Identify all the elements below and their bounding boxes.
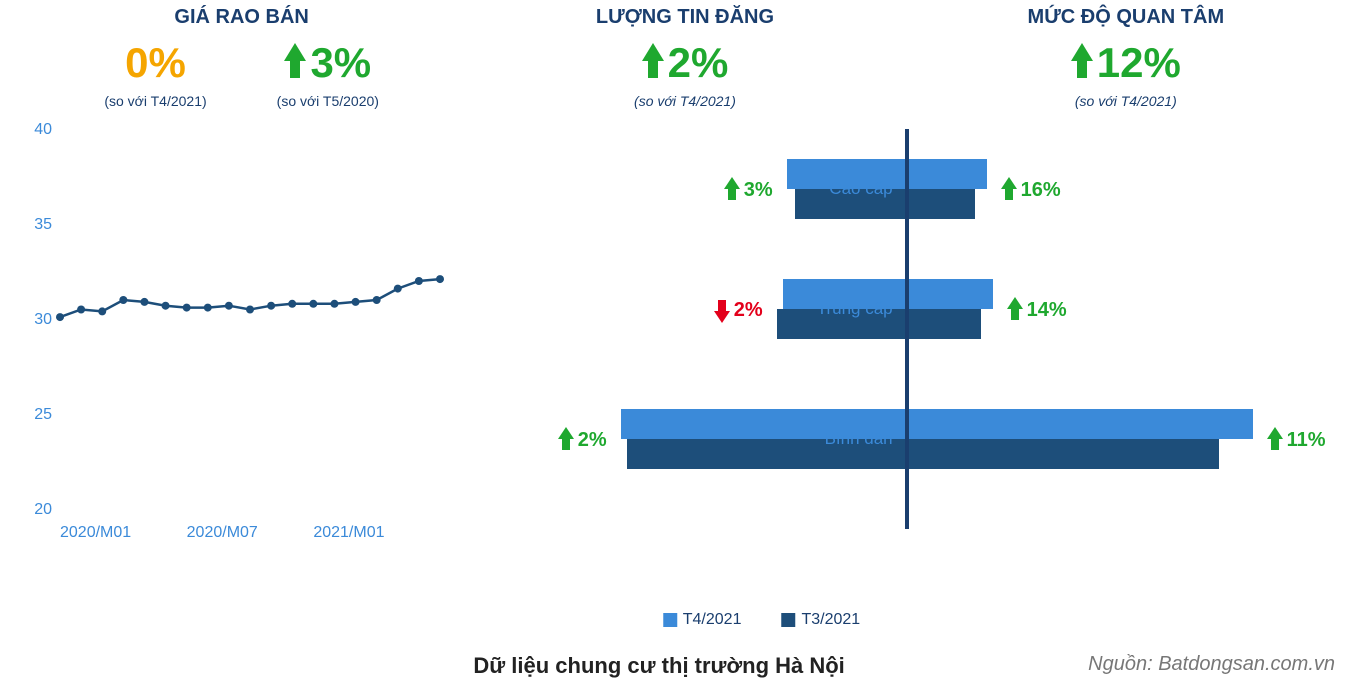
line-chart-svg: 20 25 30 35 40 2020/M01 2020/M07 2021/M01 xyxy=(20,119,450,549)
price-stat-2: 3% (so với T5/2020) xyxy=(277,39,379,109)
bar-t3 xyxy=(909,309,981,339)
legend-item-t3: T3/2021 xyxy=(781,611,860,629)
listings-stat-num: 2% xyxy=(668,39,729,87)
listings-stat-value: 2% xyxy=(634,39,736,87)
svg-text:2020/M07: 2020/M07 xyxy=(187,524,258,541)
pct-label: 14% xyxy=(1007,297,1067,323)
price-stat-1-value: 0% xyxy=(104,39,206,87)
pct-label: 16% xyxy=(1001,177,1061,203)
column-listings: LƯỢNG TIN ĐĂNG 2% (so với T4/2021) 3%2%2… xyxy=(463,6,906,559)
svg-text:30: 30 xyxy=(34,311,52,328)
interest-stat-sub: (so với T4/2021) xyxy=(1071,93,1181,109)
legend: T4/2021 T3/2021 xyxy=(663,611,860,629)
svg-text:40: 40 xyxy=(34,121,52,138)
price-stat-1: 0% (so với T4/2021) xyxy=(104,39,206,109)
svg-text:35: 35 xyxy=(34,216,52,233)
column-price: GIÁ RAO BÁN 0% (so với T4/2021) 3% (so v… xyxy=(20,6,463,559)
category-label: Trung cấp xyxy=(817,299,893,319)
title-listings: LƯỢNG TIN ĐĂNG xyxy=(463,6,906,29)
footer-source: Nguồn: Batdongsan.com.vn xyxy=(1088,653,1335,679)
arrow-up-icon xyxy=(1267,427,1283,453)
category-label: Bình dân xyxy=(825,429,893,449)
title-price: GIÁ RAO BÁN xyxy=(20,6,463,29)
listings-stat-sub: (so với T4/2021) xyxy=(634,93,736,109)
dashboard-container: GIÁ RAO BÁN 0% (so với T4/2021) 3% (so v… xyxy=(0,0,1365,559)
footer: Dữ liệu chung cư thị trường Hà Nội Nguồn… xyxy=(0,653,1365,679)
price-stat-2-num: 3% xyxy=(310,39,371,87)
arrow-up-icon xyxy=(558,427,574,453)
bar-t4 xyxy=(909,409,1253,439)
bar-t4 xyxy=(909,159,987,189)
arrow-up-icon xyxy=(284,43,306,83)
arrow-up-icon xyxy=(724,177,740,203)
interest-stat-value: 12% xyxy=(1071,39,1181,87)
bar-t4 xyxy=(909,279,993,309)
title-interest: MỨC ĐỘ QUAN TÂM xyxy=(907,6,1345,29)
pct-label: 2% xyxy=(558,427,607,453)
arrow-up-icon xyxy=(1001,177,1017,203)
legend-item-t4: T4/2021 xyxy=(663,611,742,629)
interest-stat: 12% (so với T4/2021) xyxy=(1071,39,1181,109)
price-stat-2-sub: (so với T5/2020) xyxy=(277,93,379,109)
svg-text:20: 20 xyxy=(34,501,52,518)
price-stat-1-sub: (so với T4/2021) xyxy=(104,93,206,109)
listings-stat-row: 2% (so với T4/2021) xyxy=(463,39,906,109)
interest-bars: 16%Cao cấp14%Trung cấp11%Bình dân xyxy=(907,129,1345,559)
price-stat-row: 0% (so với T4/2021) 3% (so với T5/2020) xyxy=(20,39,463,109)
legend-swatch-t3 xyxy=(781,613,795,627)
price-stat-2-value: 3% xyxy=(277,39,379,87)
pct-label: 2% xyxy=(714,297,763,323)
category-label: Cao cấp xyxy=(829,179,892,199)
legend-swatch-t4 xyxy=(663,613,677,627)
svg-text:2020/M01: 2020/M01 xyxy=(60,524,131,541)
arrow-up-icon xyxy=(642,43,664,83)
bar-t3 xyxy=(909,189,975,219)
line-chart: 20 25 30 35 40 2020/M01 2020/M07 2021/M01 xyxy=(20,119,450,549)
pct-label: 3% xyxy=(724,177,773,203)
arrow-up-icon xyxy=(1071,43,1093,83)
arrow-down-icon xyxy=(714,297,730,323)
footer-title: Dữ liệu chung cư thị trường Hà Nội xyxy=(30,653,1088,679)
legend-label-t3: T3/2021 xyxy=(801,611,860,629)
arrow-up-icon xyxy=(1007,297,1023,323)
listings-stat: 2% (so với T4/2021) xyxy=(634,39,736,109)
legend-label-t4: T4/2021 xyxy=(683,611,742,629)
pct-label: 11% xyxy=(1267,427,1326,453)
interest-stat-row: 12% (so với T4/2021) xyxy=(907,39,1345,109)
interest-stat-num: 12% xyxy=(1097,39,1181,87)
bar-t3 xyxy=(909,439,1219,469)
column-interest: MỨC ĐỘ QUAN TÂM 12% (so với T4/2021) 16%… xyxy=(907,6,1345,559)
svg-text:25: 25 xyxy=(34,406,52,423)
svg-text:2021/M01: 2021/M01 xyxy=(313,524,384,541)
